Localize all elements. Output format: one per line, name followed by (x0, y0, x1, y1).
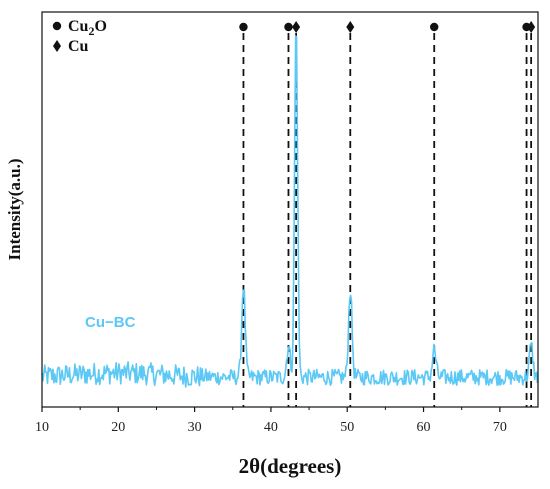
x-tick-label: 60 (417, 420, 431, 435)
legend-cu-marker (53, 40, 61, 52)
legend-cu2o-marker (52, 21, 62, 31)
x-axis-ticks: 10 20 30 40 50 60 70 (35, 407, 507, 435)
x-tick-label: 50 (340, 420, 354, 435)
cu2o-marker (239, 22, 248, 32)
x-tick-label: 20 (111, 420, 125, 435)
legend-label: Cu2O (68, 18, 107, 38)
phase-markers (239, 21, 536, 33)
cu2o-marker (284, 22, 293, 32)
y-axis-label: Intensity(a.u.) (5, 158, 24, 260)
x-tick-label: 70 (493, 420, 507, 435)
cu-marker (292, 21, 301, 33)
legend-label: Cu (68, 38, 89, 55)
series-label-cu-bc: Cu−BC (85, 314, 136, 331)
x-axis-label: 2θ(degrees) (239, 454, 342, 478)
reference-lines (242, 33, 533, 407)
cu-marker (346, 21, 355, 33)
plot-frame (41, 11, 539, 408)
x-tick-label: 30 (188, 420, 202, 435)
x-tick-label: 40 (264, 420, 278, 435)
series-line-cu-bc (41, 35, 539, 388)
cu2o-marker (430, 22, 439, 32)
cu-marker (527, 21, 536, 33)
x-tick-label: 10 (35, 420, 49, 435)
